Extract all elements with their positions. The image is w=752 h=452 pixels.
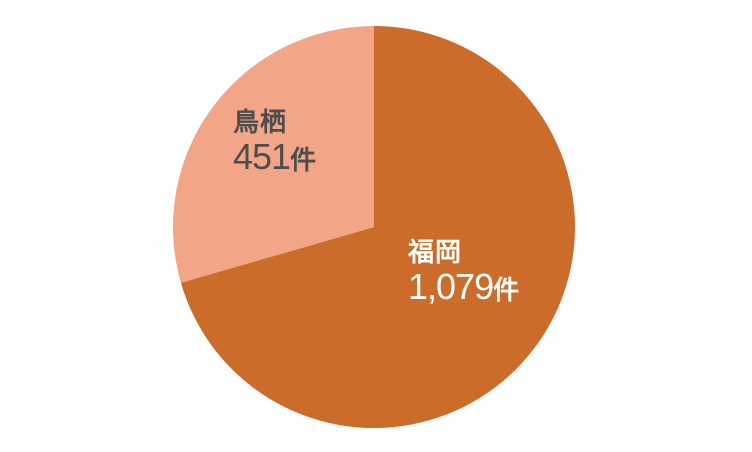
pie-slice-1 bbox=[172, 26, 374, 283]
pie-slice-0 bbox=[180, 26, 575, 428]
